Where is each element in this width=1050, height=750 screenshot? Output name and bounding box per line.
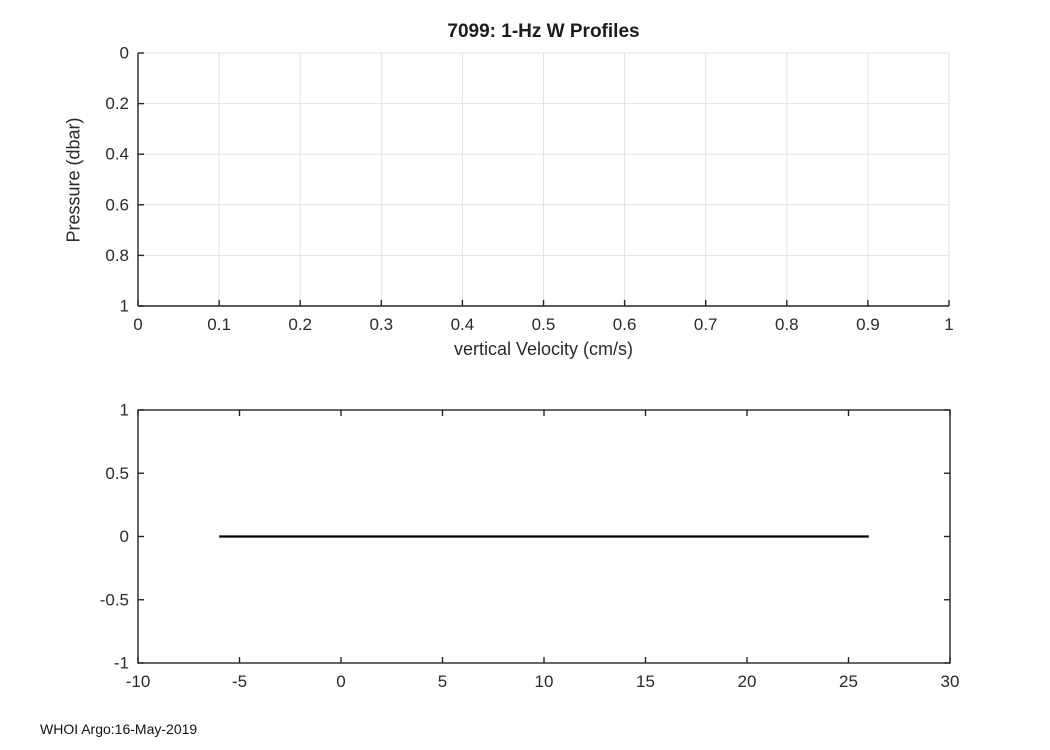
x-tick-label: 20 — [738, 672, 757, 691]
y-tick-label: 0 — [120, 527, 129, 546]
x-tick-label: 0.2 — [288, 315, 312, 334]
y-tick-label: 0.8 — [105, 246, 129, 265]
footer-annotation: WHOI Argo:16-May-2019 — [40, 721, 198, 737]
x-tick-label: 0.4 — [451, 315, 475, 334]
y-tick-label: 0.6 — [105, 195, 129, 214]
y-tick-label: 1 — [120, 401, 129, 420]
y-tick-label: -1 — [114, 654, 129, 673]
x-tick-label: 10 — [535, 672, 554, 691]
x-tick-label: -5 — [232, 672, 247, 691]
y-tick-label: 0.2 — [105, 94, 129, 113]
x-tick-label: 0.8 — [775, 315, 799, 334]
x-tick-label: 1 — [944, 315, 953, 334]
y-tick-label: 0 — [120, 44, 129, 63]
x-axis-label-vertical-velocity: vertical Velocity (cm/s) — [453, 339, 634, 359]
x-tick-label: 0.5 — [532, 315, 556, 334]
x-tick-label: 25 — [839, 672, 858, 691]
x-tick-label: 5 — [438, 672, 447, 691]
y-tick-label: 0.4 — [105, 145, 129, 164]
x-tick-label: -10 — [126, 672, 151, 691]
x-tick-label: 0.9 — [856, 315, 880, 334]
x-tick-label: 0 — [336, 672, 345, 691]
x-tick-label: 0 — [133, 315, 142, 334]
x-tick-label: 0.6 — [613, 315, 637, 334]
x-tick-label: 15 — [636, 672, 655, 691]
x-tick-label: 0.7 — [694, 315, 718, 334]
x-tick-label: 30 — [941, 672, 960, 691]
y-tick-label: 0.5 — [105, 464, 129, 483]
x-tick-label: 0.3 — [369, 315, 393, 334]
x-tick-label: 0.1 — [207, 315, 231, 334]
y-tick-label: -0.5 — [100, 590, 129, 609]
chart-title: 7099: 1-Hz W Profiles — [447, 21, 640, 42]
y-axis-label-pressure: Pressure (dbar) — [63, 117, 84, 243]
y-tick-label: 1 — [120, 297, 129, 316]
